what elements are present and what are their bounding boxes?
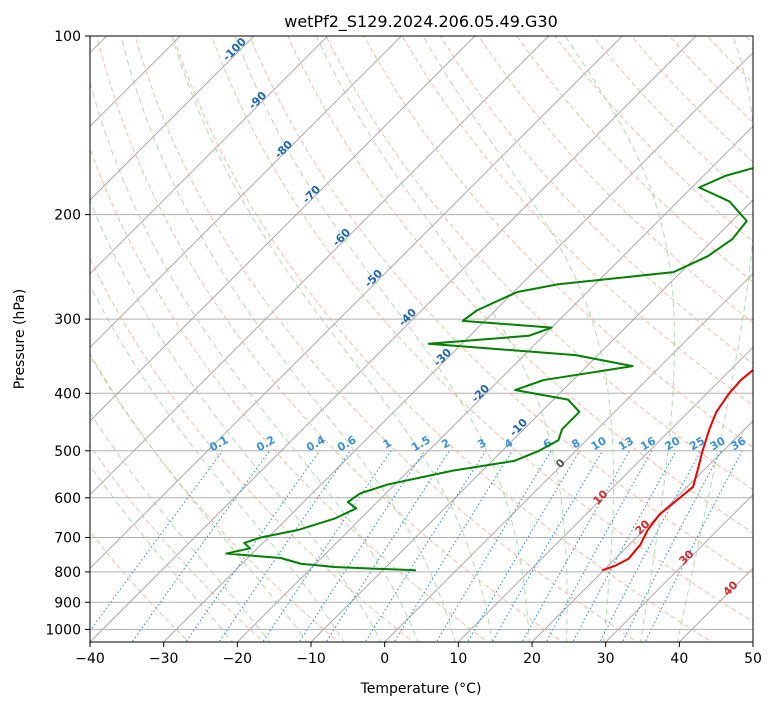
y-tick-label: 300 xyxy=(54,312,81,328)
x-tick-label: 30 xyxy=(597,651,615,667)
y-axis-title: Pressure (hPa) xyxy=(12,289,28,389)
x-tick-label: −30 xyxy=(149,651,179,667)
isotherm-line xyxy=(90,36,329,275)
x-axis-title: Temperature (°C) xyxy=(360,681,482,697)
y-tick-label: 500 xyxy=(54,444,81,460)
isotherm-line xyxy=(383,272,753,642)
isotherm-line xyxy=(457,346,753,642)
mixing-ratio-line xyxy=(364,450,487,642)
dry-adiabat xyxy=(287,36,753,534)
y-tick-label: 1000 xyxy=(45,622,81,638)
isotherm-line xyxy=(162,51,753,642)
temperature-profile-line xyxy=(601,368,753,572)
mixing-ratio-line xyxy=(298,450,426,642)
dry-adiabat xyxy=(325,36,753,491)
dry-adiabat xyxy=(96,36,564,642)
dry-adiabat xyxy=(90,354,339,642)
dry-adiabat xyxy=(134,36,638,642)
x-tick-label: 0 xyxy=(380,651,389,667)
moist-adiabat xyxy=(90,199,382,642)
chart-title: wetPf2_S129.2024.206.05.49.G30 xyxy=(284,12,558,32)
isotherm-line xyxy=(90,36,624,570)
y-tick-label: 400 xyxy=(54,386,81,402)
isotherm-line xyxy=(604,493,753,642)
mixing-ratio-line xyxy=(131,450,271,642)
mixing-ratio-line xyxy=(262,450,392,642)
isotherm-line xyxy=(310,199,753,642)
y-tick-label: 600 xyxy=(54,491,81,507)
dry-adiabat xyxy=(90,147,489,642)
mixing-ratio-line xyxy=(218,450,351,642)
mixing-ratio-line xyxy=(325,450,451,642)
y-tick-label: 200 xyxy=(54,208,81,224)
isotherm-line xyxy=(90,36,476,422)
isotherm-line xyxy=(90,36,403,349)
isotherm-line xyxy=(90,36,255,201)
x-tick-label: 50 xyxy=(744,651,762,667)
dry-adiabat xyxy=(90,530,190,642)
isotherm-line xyxy=(236,125,753,642)
dewpoint-profile-line xyxy=(225,167,753,572)
y-tick-label: 100 xyxy=(54,29,81,45)
x-tick-label: −20 xyxy=(223,651,253,667)
y-tick-label: 800 xyxy=(54,565,81,581)
dry-adiabat xyxy=(439,36,753,365)
x-tick-label: 10 xyxy=(449,651,467,667)
mixing-ratio-line xyxy=(393,450,513,642)
plot-frame xyxy=(89,35,754,643)
dry-adiabat xyxy=(210,36,753,623)
moist-adiabat xyxy=(120,36,456,642)
moist-adiabat xyxy=(90,464,234,642)
mixing-ratio-line xyxy=(621,450,722,642)
isotherm-line xyxy=(90,36,697,642)
moist-adiabat xyxy=(422,36,615,642)
dry-adiabat xyxy=(363,36,753,448)
x-tick-label: −40 xyxy=(75,651,105,667)
mixing-ratio-line xyxy=(599,450,702,642)
y-tick-label: 700 xyxy=(54,531,81,547)
moist-adiabat xyxy=(90,352,308,642)
x-tick-label: −10 xyxy=(296,651,326,667)
dry-adiabat xyxy=(172,36,713,642)
moist-adiabat xyxy=(90,284,345,642)
moist-adiabat xyxy=(234,36,530,642)
moist-adiabat xyxy=(171,36,493,642)
isotherm-line xyxy=(90,36,550,496)
moist-adiabat xyxy=(315,36,568,642)
mixing-ratio-line xyxy=(466,450,581,642)
moist-adiabat xyxy=(90,411,271,642)
x-tick-label: 20 xyxy=(523,651,541,667)
x-tick-label: 40 xyxy=(670,651,688,667)
mixing-ratio-line xyxy=(491,450,603,642)
dry-adiabat xyxy=(90,257,414,642)
dry-adiabat xyxy=(249,36,753,578)
moist-adiabat xyxy=(564,36,676,642)
moist-adiabat xyxy=(676,36,753,642)
mixing-ratio-line xyxy=(185,450,321,642)
mixing-ratio-line xyxy=(644,450,743,642)
mixing-ratio-line xyxy=(90,450,224,632)
isotherm-line xyxy=(531,420,753,642)
moist-adiabat xyxy=(90,79,419,642)
plot-background xyxy=(90,36,753,642)
y-tick-label: 900 xyxy=(54,595,81,611)
